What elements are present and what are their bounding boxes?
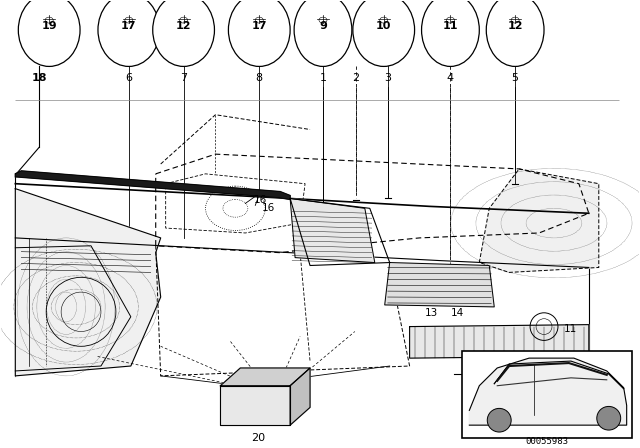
Circle shape [487,409,511,432]
Polygon shape [290,198,375,263]
Text: 15: 15 [472,381,486,391]
Text: 10: 10 [376,21,392,31]
Polygon shape [469,358,627,425]
Text: 2: 2 [352,73,360,83]
Text: 19: 19 [42,21,57,31]
Polygon shape [15,171,290,199]
Ellipse shape [422,0,479,66]
Polygon shape [290,368,310,425]
Text: 7: 7 [180,73,187,83]
Text: 9: 9 [319,21,327,31]
Polygon shape [220,386,290,425]
Text: 18: 18 [31,73,47,83]
Text: 1: 1 [319,73,326,83]
Text: 17: 17 [252,21,267,31]
Text: 20: 20 [252,433,266,443]
Circle shape [596,406,621,430]
Ellipse shape [153,0,214,66]
Text: 4: 4 [447,73,454,83]
Bar [462,351,632,438]
Text: 6: 6 [125,73,132,83]
Text: 8: 8 [256,73,263,83]
Polygon shape [410,325,589,358]
Ellipse shape [294,0,352,66]
Text: 00055983: 00055983 [525,437,568,446]
Text: 11: 11 [564,323,577,334]
Text: 5: 5 [511,73,518,83]
Text: 14: 14 [451,308,464,318]
Polygon shape [385,263,494,307]
Polygon shape [15,189,161,376]
Text: 17: 17 [121,21,136,31]
Text: 16: 16 [262,203,275,213]
Ellipse shape [353,0,415,66]
Polygon shape [220,368,310,386]
Text: 3: 3 [384,73,391,83]
Text: 16: 16 [254,195,268,206]
Ellipse shape [98,0,160,66]
Ellipse shape [228,0,290,66]
Ellipse shape [19,0,80,66]
Text: 12: 12 [176,21,191,31]
Text: 11: 11 [443,21,458,31]
Ellipse shape [486,0,544,66]
Text: 13: 13 [425,308,438,318]
Text: 12: 12 [508,21,523,31]
Polygon shape [479,169,599,272]
